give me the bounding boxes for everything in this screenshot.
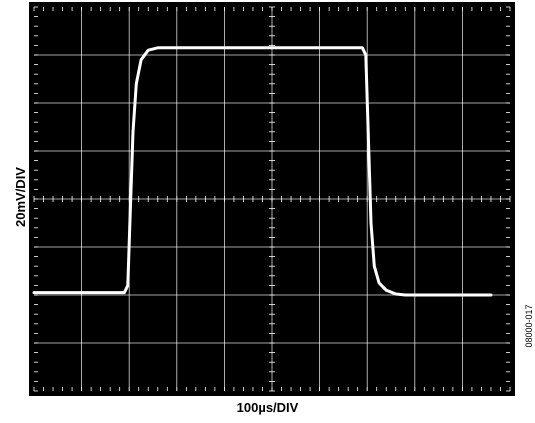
signal-trace bbox=[32, 46, 493, 297]
minor-ticks bbox=[33, 6, 511, 392]
figure-id: 08000-017 bbox=[524, 304, 534, 348]
x-axis-label: 100µs/DIV bbox=[236, 400, 299, 415]
y-axis-label: 20mV/DIV bbox=[13, 167, 28, 227]
